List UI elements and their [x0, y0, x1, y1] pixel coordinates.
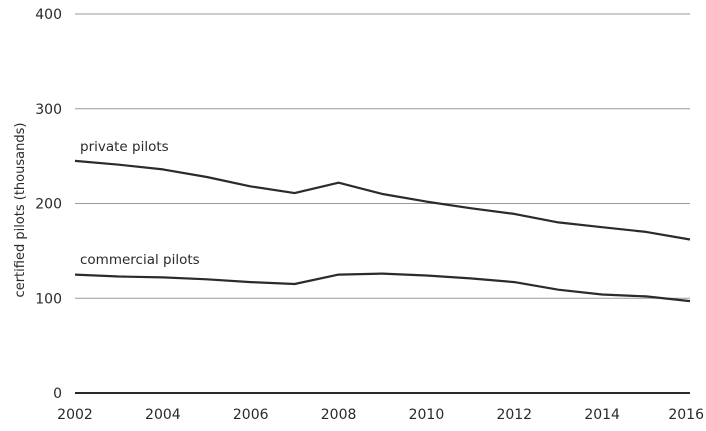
x-tick-label: 2008 — [321, 407, 357, 423]
x-tick-label: 2004 — [145, 407, 181, 423]
tick-labels: 0 100 200 300 400 2002 2004 2006 2008 2010 2012 201… — [35, 7, 704, 423]
series-label-private-pilots: private pilots — [80, 139, 169, 155]
y-tick-label: 0 — [53, 386, 62, 402]
series-line-private-pilots — [74, 159, 691, 241]
x-tick-label: 2012 — [496, 407, 532, 423]
y-tick-label: 200 — [35, 197, 62, 213]
gridlines — [75, 13, 690, 394]
y-axis-title: certified pilots (thousands) — [13, 123, 28, 298]
x-tick-label: 2010 — [409, 407, 445, 423]
x-tick-label: 2002 — [57, 407, 93, 423]
x-tick-label: 2014 — [584, 407, 620, 423]
series-lines — [74, 159, 691, 303]
x-tick-label: 2006 — [233, 407, 269, 423]
series-label-commercial-pilots: commercial pilots — [80, 252, 200, 268]
y-tick-label: 400 — [35, 7, 62, 23]
series-line-commercial-pilots — [74, 272, 691, 303]
y-tick-label: 100 — [35, 291, 62, 307]
x-tick-label: 2016 — [668, 407, 704, 423]
y-tick-label: 300 — [35, 102, 62, 118]
